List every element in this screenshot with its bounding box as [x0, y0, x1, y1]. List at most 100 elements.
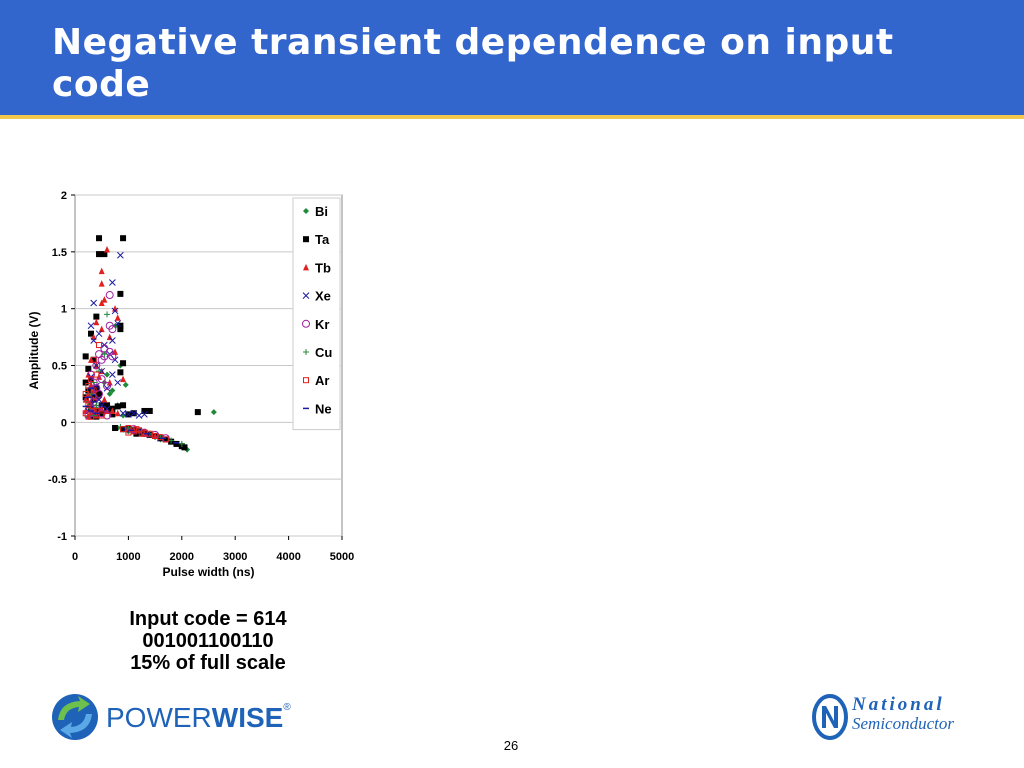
data-point-ta	[162, 436, 169, 443]
data-point-ta	[120, 235, 127, 242]
data-point-cu	[178, 440, 185, 447]
data-point-tb	[98, 299, 105, 306]
data-point-ar	[98, 412, 105, 419]
data-point-kr	[97, 375, 106, 384]
data-point-xe	[125, 411, 132, 418]
data-point-xe	[111, 307, 119, 315]
legend-marker-xe	[302, 292, 310, 299]
data-point-ta	[90, 356, 97, 363]
data-point-tb	[101, 396, 108, 403]
x-tick-label: 2000	[170, 551, 194, 563]
data-point-ta	[117, 326, 124, 333]
data-point-kr	[103, 411, 112, 420]
data-point-ta	[120, 360, 127, 367]
data-point-xe	[117, 251, 124, 259]
data-point-ta	[85, 365, 92, 372]
y-tick-label: 1	[61, 304, 67, 316]
data-point-xe	[95, 330, 103, 338]
data-point-xe	[114, 320, 122, 327]
x-tick-label: 4000	[276, 551, 300, 563]
y-tick-label: 0	[61, 417, 67, 429]
title-bar	[0, 0, 1024, 115]
data-point-bi	[106, 390, 113, 397]
data-point-tb	[152, 432, 159, 439]
x-tick-label: 0	[72, 551, 78, 563]
legend-label-ta: Ta	[315, 232, 330, 247]
data-point-xe	[109, 337, 116, 344]
data-point-cu	[104, 311, 111, 318]
data-point-tb	[98, 280, 105, 287]
x-tick-label: 5000	[330, 551, 354, 563]
data-point-tb	[106, 333, 113, 341]
data-point-xe	[114, 379, 122, 386]
x-tick-label: 3000	[223, 551, 247, 563]
title-bar-accent-line	[0, 115, 1024, 119]
y-tick-label: 2	[61, 190, 67, 202]
x-tick-label: 1000	[116, 551, 140, 563]
data-point-tb	[101, 296, 108, 303]
legend	[292, 197, 341, 431]
data-point-ta	[104, 402, 111, 409]
data-point-tb	[82, 396, 89, 403]
legend-label-tb: Tb	[315, 260, 331, 275]
data-point-kr	[108, 352, 117, 361]
data-point-kr	[108, 325, 117, 334]
data-point-ar	[93, 371, 100, 378]
legend-marker-ta	[303, 236, 309, 243]
data-point-cu	[101, 351, 108, 358]
data-point-xe	[141, 411, 148, 418]
legend-marker-cu	[303, 349, 309, 355]
x-axis-label: Pulse width (ns)	[162, 565, 254, 579]
powerwise-text-bold: WISE	[211, 702, 284, 733]
legend-label-bi: Bi	[315, 204, 328, 219]
data-point-ar	[162, 436, 169, 443]
legend-marker-kr	[302, 319, 310, 328]
data-point-ar	[82, 410, 89, 417]
data-point-xe	[135, 412, 143, 419]
data-point-ta	[101, 251, 108, 258]
data-point-xe	[109, 371, 116, 378]
data-point-bi	[101, 379, 108, 386]
data-point-tb	[114, 314, 121, 321]
data-point-bi	[109, 387, 116, 394]
data-point-xe	[93, 362, 100, 369]
data-point-xe	[90, 299, 98, 307]
data-point-ar	[90, 356, 97, 363]
data-point-xe	[130, 409, 138, 417]
data-point-kr	[97, 355, 106, 364]
data-point-xe	[90, 337, 98, 344]
data-point-xe	[119, 409, 127, 417]
data-point-kr	[105, 291, 114, 300]
powerwise-wordmark: POWERWISE®	[106, 702, 291, 734]
data-point-kr	[129, 425, 138, 434]
data-point-kr	[103, 381, 112, 390]
data-point-ar	[88, 376, 95, 383]
legend-label-cu: Cu	[315, 345, 332, 360]
y-tick-label: -1	[57, 531, 67, 543]
data-point-ar	[85, 402, 92, 409]
y-tick-label: 1.5	[52, 247, 67, 259]
data-point-ta	[117, 369, 124, 376]
data-point-ta	[96, 390, 103, 397]
legend-label-xe: Xe	[315, 289, 331, 304]
slide-title: Negative transient dependence on input c…	[52, 22, 894, 105]
data-point-ta	[109, 411, 116, 418]
powerwise-text-main: POWER	[106, 702, 212, 733]
data-point-ta	[181, 444, 188, 451]
data-point-tb	[93, 318, 100, 326]
data-point-ta	[96, 251, 103, 258]
legend-label-ar: Ar	[315, 373, 329, 388]
data-point-bi	[104, 371, 111, 378]
data-point-ta	[93, 313, 100, 320]
data-point-tb	[106, 379, 113, 386]
data-point-ar	[96, 342, 103, 349]
data-point-ta	[82, 353, 89, 360]
data-point-ta	[82, 379, 89, 386]
legend-marker-tb	[303, 263, 309, 271]
legend-label-kr: Kr	[315, 317, 329, 332]
data-point-ar	[133, 426, 140, 433]
data-point-ta	[117, 290, 124, 297]
y-tick-label: 0.5	[52, 361, 67, 373]
caption-line-input-code: Input code = 614	[129, 608, 287, 630]
data-point-tb	[98, 267, 105, 275]
